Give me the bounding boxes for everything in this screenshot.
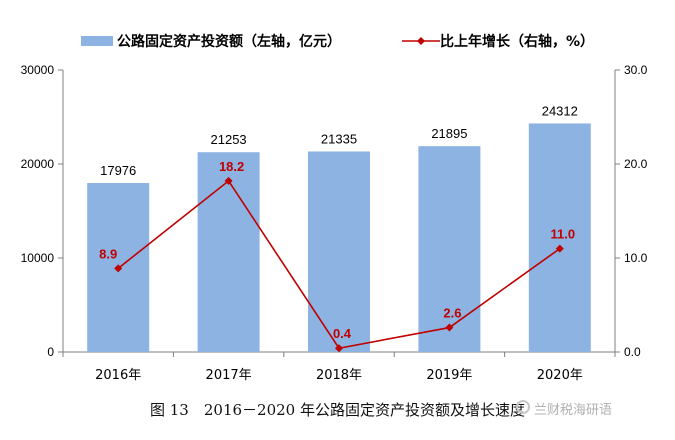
- left-axis-tick-label: 30000: [21, 63, 55, 77]
- right-axis-tick-label: 10.0: [624, 251, 648, 265]
- x-axis-category-label: 2017年: [206, 368, 252, 383]
- bar: [528, 123, 591, 353]
- left-axis-tick-label: 10000: [21, 251, 55, 265]
- growth-marker: [114, 264, 123, 273]
- growth-marker: [555, 244, 564, 253]
- bar-value-label: 24312: [542, 103, 578, 118]
- right-axis-tick-label: 30.0: [624, 63, 648, 77]
- right-axis-tick-label: 0.0: [624, 345, 641, 359]
- legend-line-marker: [417, 37, 425, 45]
- bar: [418, 146, 481, 352]
- chart: 0 10000 20000 30000 0.0 10.0 20.0 30.0 17976 2125…: [21, 33, 648, 383]
- bar: [308, 151, 370, 352]
- growth-marker: [335, 344, 343, 353]
- growth-value-label: 2.6: [443, 306, 461, 321]
- watermark-logo-icon: [516, 400, 530, 414]
- growth-value-label: 0.4: [333, 326, 352, 341]
- left-axis-tick-label: 0: [47, 345, 54, 359]
- x-axis-category-label: 2019年: [426, 368, 472, 383]
- x-axis-category-label: 2018年: [316, 368, 362, 383]
- figure-caption: 图 13 2016－2020 年公路固定资产投资额及增长速度: [150, 401, 525, 419]
- legend-line-label: 比上年增长（右轴，%）: [440, 33, 594, 50]
- bar-value-label: 21253: [211, 132, 247, 147]
- growth-marker: [224, 176, 233, 185]
- x-axis-category-label: 2020年: [537, 368, 583, 383]
- growth-marker: [445, 323, 454, 332]
- x-axis-category-label: 2016年: [95, 368, 141, 383]
- watermark-text: 兰财税海研语: [534, 403, 613, 418]
- legend-bar-label: 公路固定资产投资额（左轴，亿元）: [117, 33, 341, 50]
- bar-value-label: 21335: [321, 131, 357, 146]
- growth-value-label: 8.9: [99, 246, 117, 261]
- bar: [197, 152, 260, 352]
- right-axis-tick-label: 20.0: [624, 157, 648, 171]
- legend-bar-swatch: [81, 36, 113, 46]
- bar-value-label: 21895: [431, 126, 467, 141]
- left-axis-tick-label: 20000: [21, 157, 55, 171]
- growth-value-label: 18.2: [219, 159, 244, 174]
- bar-value-label: 17976: [100, 163, 136, 178]
- growth-value-label: 11.0: [551, 227, 576, 242]
